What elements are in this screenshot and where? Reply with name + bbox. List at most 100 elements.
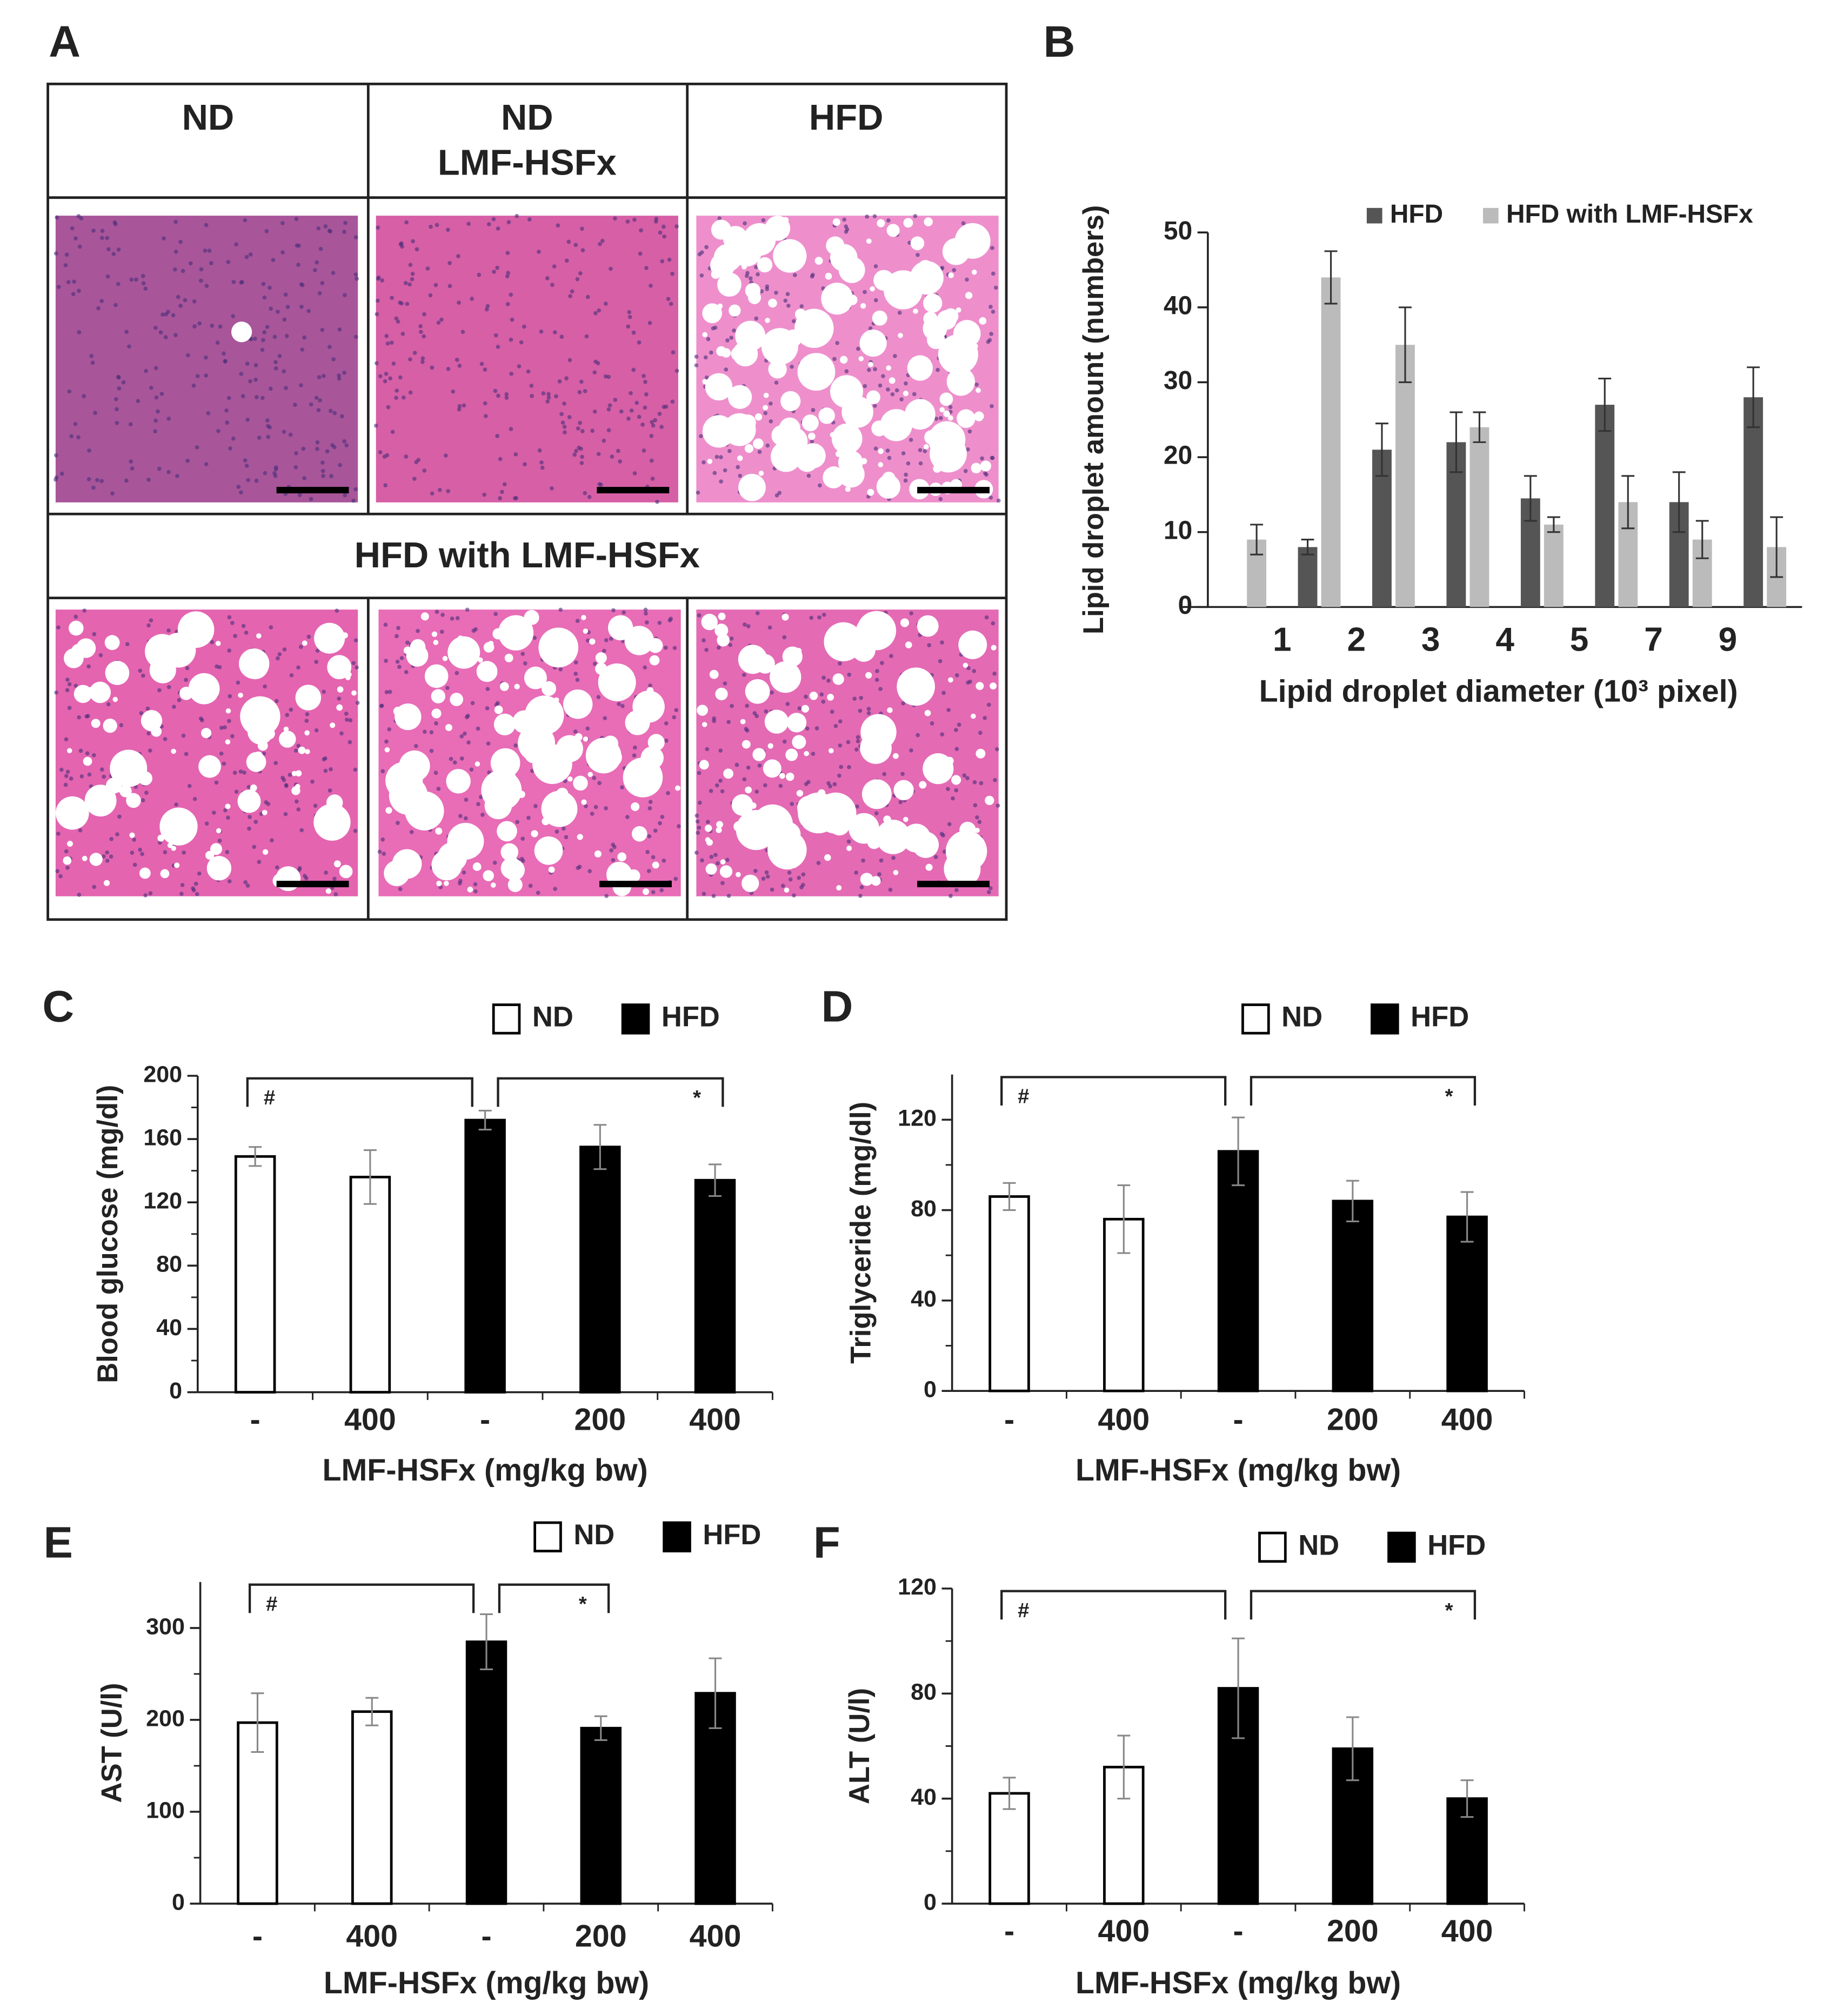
nucleus bbox=[320, 460, 325, 465]
lipid-droplet bbox=[956, 307, 961, 313]
nucleus bbox=[322, 689, 326, 694]
nucleus bbox=[390, 340, 394, 345]
nucleus bbox=[991, 271, 996, 276]
nucleus bbox=[584, 334, 589, 339]
lipid-droplet bbox=[149, 657, 176, 684]
nucleus bbox=[617, 702, 621, 706]
nucleus bbox=[993, 285, 998, 290]
nucleus bbox=[810, 439, 814, 444]
lipid-droplet bbox=[624, 626, 654, 655]
nucleus bbox=[622, 610, 626, 615]
nucleus bbox=[757, 450, 762, 454]
nucleus bbox=[515, 820, 519, 825]
lipid-droplet bbox=[126, 793, 141, 808]
x-axis-title: LMF-HSFx (mg/kg bw) bbox=[324, 1966, 649, 2000]
nucleus bbox=[846, 839, 851, 844]
lipid-droplet bbox=[731, 794, 753, 816]
nucleus bbox=[289, 707, 293, 712]
lipid-droplet bbox=[581, 615, 586, 620]
nucleus bbox=[422, 468, 427, 473]
lipid-droplet bbox=[836, 451, 842, 457]
nucleus bbox=[727, 448, 732, 453]
nucleus bbox=[711, 894, 716, 898]
nucleus bbox=[457, 364, 462, 368]
lipid-droplet bbox=[627, 775, 633, 781]
nucleus bbox=[227, 615, 232, 620]
y-tick-label: 120 bbox=[898, 1106, 937, 1131]
nucleus bbox=[299, 305, 304, 309]
nucleus bbox=[179, 892, 184, 896]
bar bbox=[464, 1118, 506, 1394]
legend-swatch bbox=[1258, 1531, 1287, 1563]
nucleus bbox=[121, 380, 126, 385]
nucleus bbox=[65, 866, 70, 870]
nucleus bbox=[592, 661, 597, 666]
nucleus bbox=[268, 285, 272, 290]
nucleus bbox=[211, 811, 216, 815]
lipid-droplet bbox=[913, 309, 918, 314]
nucleus bbox=[293, 748, 298, 753]
lipid-droplet bbox=[954, 223, 991, 259]
nucleus bbox=[664, 404, 669, 409]
error-bar bbox=[1695, 520, 1709, 559]
nucleus bbox=[724, 367, 729, 372]
nucleus bbox=[835, 340, 839, 345]
nucleus bbox=[847, 765, 851, 769]
nucleus bbox=[343, 220, 348, 225]
bar bbox=[580, 1726, 622, 1905]
nucleus bbox=[253, 363, 258, 367]
nucleus bbox=[575, 619, 580, 623]
lipid-droplet bbox=[129, 832, 135, 838]
nucleus bbox=[533, 803, 538, 808]
nucleus bbox=[405, 302, 410, 306]
nucleus bbox=[583, 389, 587, 393]
lipid-droplet bbox=[444, 881, 449, 886]
nucleus bbox=[792, 319, 796, 324]
lipid-droplet bbox=[188, 673, 220, 705]
lipid-droplet bbox=[702, 722, 707, 727]
lipid-droplet bbox=[534, 836, 563, 865]
significance-mark: * bbox=[1445, 1085, 1453, 1108]
nucleus bbox=[285, 713, 290, 717]
nucleus bbox=[174, 802, 178, 807]
nucleus bbox=[376, 225, 380, 230]
nucleus bbox=[355, 700, 360, 705]
nucleus bbox=[989, 332, 993, 336]
lipid-droplet bbox=[990, 682, 997, 689]
nucleus bbox=[962, 773, 967, 778]
nucleus bbox=[144, 369, 148, 373]
nucleus bbox=[674, 369, 679, 373]
nucleus bbox=[854, 804, 859, 809]
nucleus bbox=[234, 242, 238, 247]
nucleus bbox=[744, 273, 749, 278]
nucleus bbox=[398, 887, 403, 892]
nucleus bbox=[77, 289, 81, 293]
nucleus bbox=[316, 226, 320, 231]
nucleus bbox=[245, 883, 250, 888]
nucleus bbox=[89, 353, 93, 358]
nucleus bbox=[952, 267, 957, 272]
nucleus bbox=[761, 876, 766, 881]
nucleus bbox=[70, 226, 75, 231]
histology-image bbox=[376, 216, 678, 503]
nucleus bbox=[351, 498, 356, 503]
nucleus bbox=[492, 860, 497, 865]
nucleus bbox=[858, 894, 863, 898]
nucleus bbox=[562, 425, 567, 429]
x-tick-label: 4 bbox=[1495, 621, 1514, 658]
nucleus bbox=[936, 367, 940, 372]
nucleus bbox=[940, 732, 945, 736]
nucleus bbox=[881, 374, 885, 378]
nucleus bbox=[640, 423, 645, 427]
nucleus bbox=[725, 338, 730, 343]
lipid-droplet bbox=[385, 807, 392, 814]
nucleus bbox=[484, 307, 489, 312]
nucleus bbox=[238, 769, 243, 774]
x-tick-label: 7 bbox=[1644, 621, 1663, 658]
scale-bar bbox=[276, 881, 349, 888]
nucleus bbox=[215, 664, 219, 669]
nucleus bbox=[397, 665, 402, 669]
nucleus bbox=[273, 467, 278, 472]
nucleus bbox=[734, 762, 739, 767]
